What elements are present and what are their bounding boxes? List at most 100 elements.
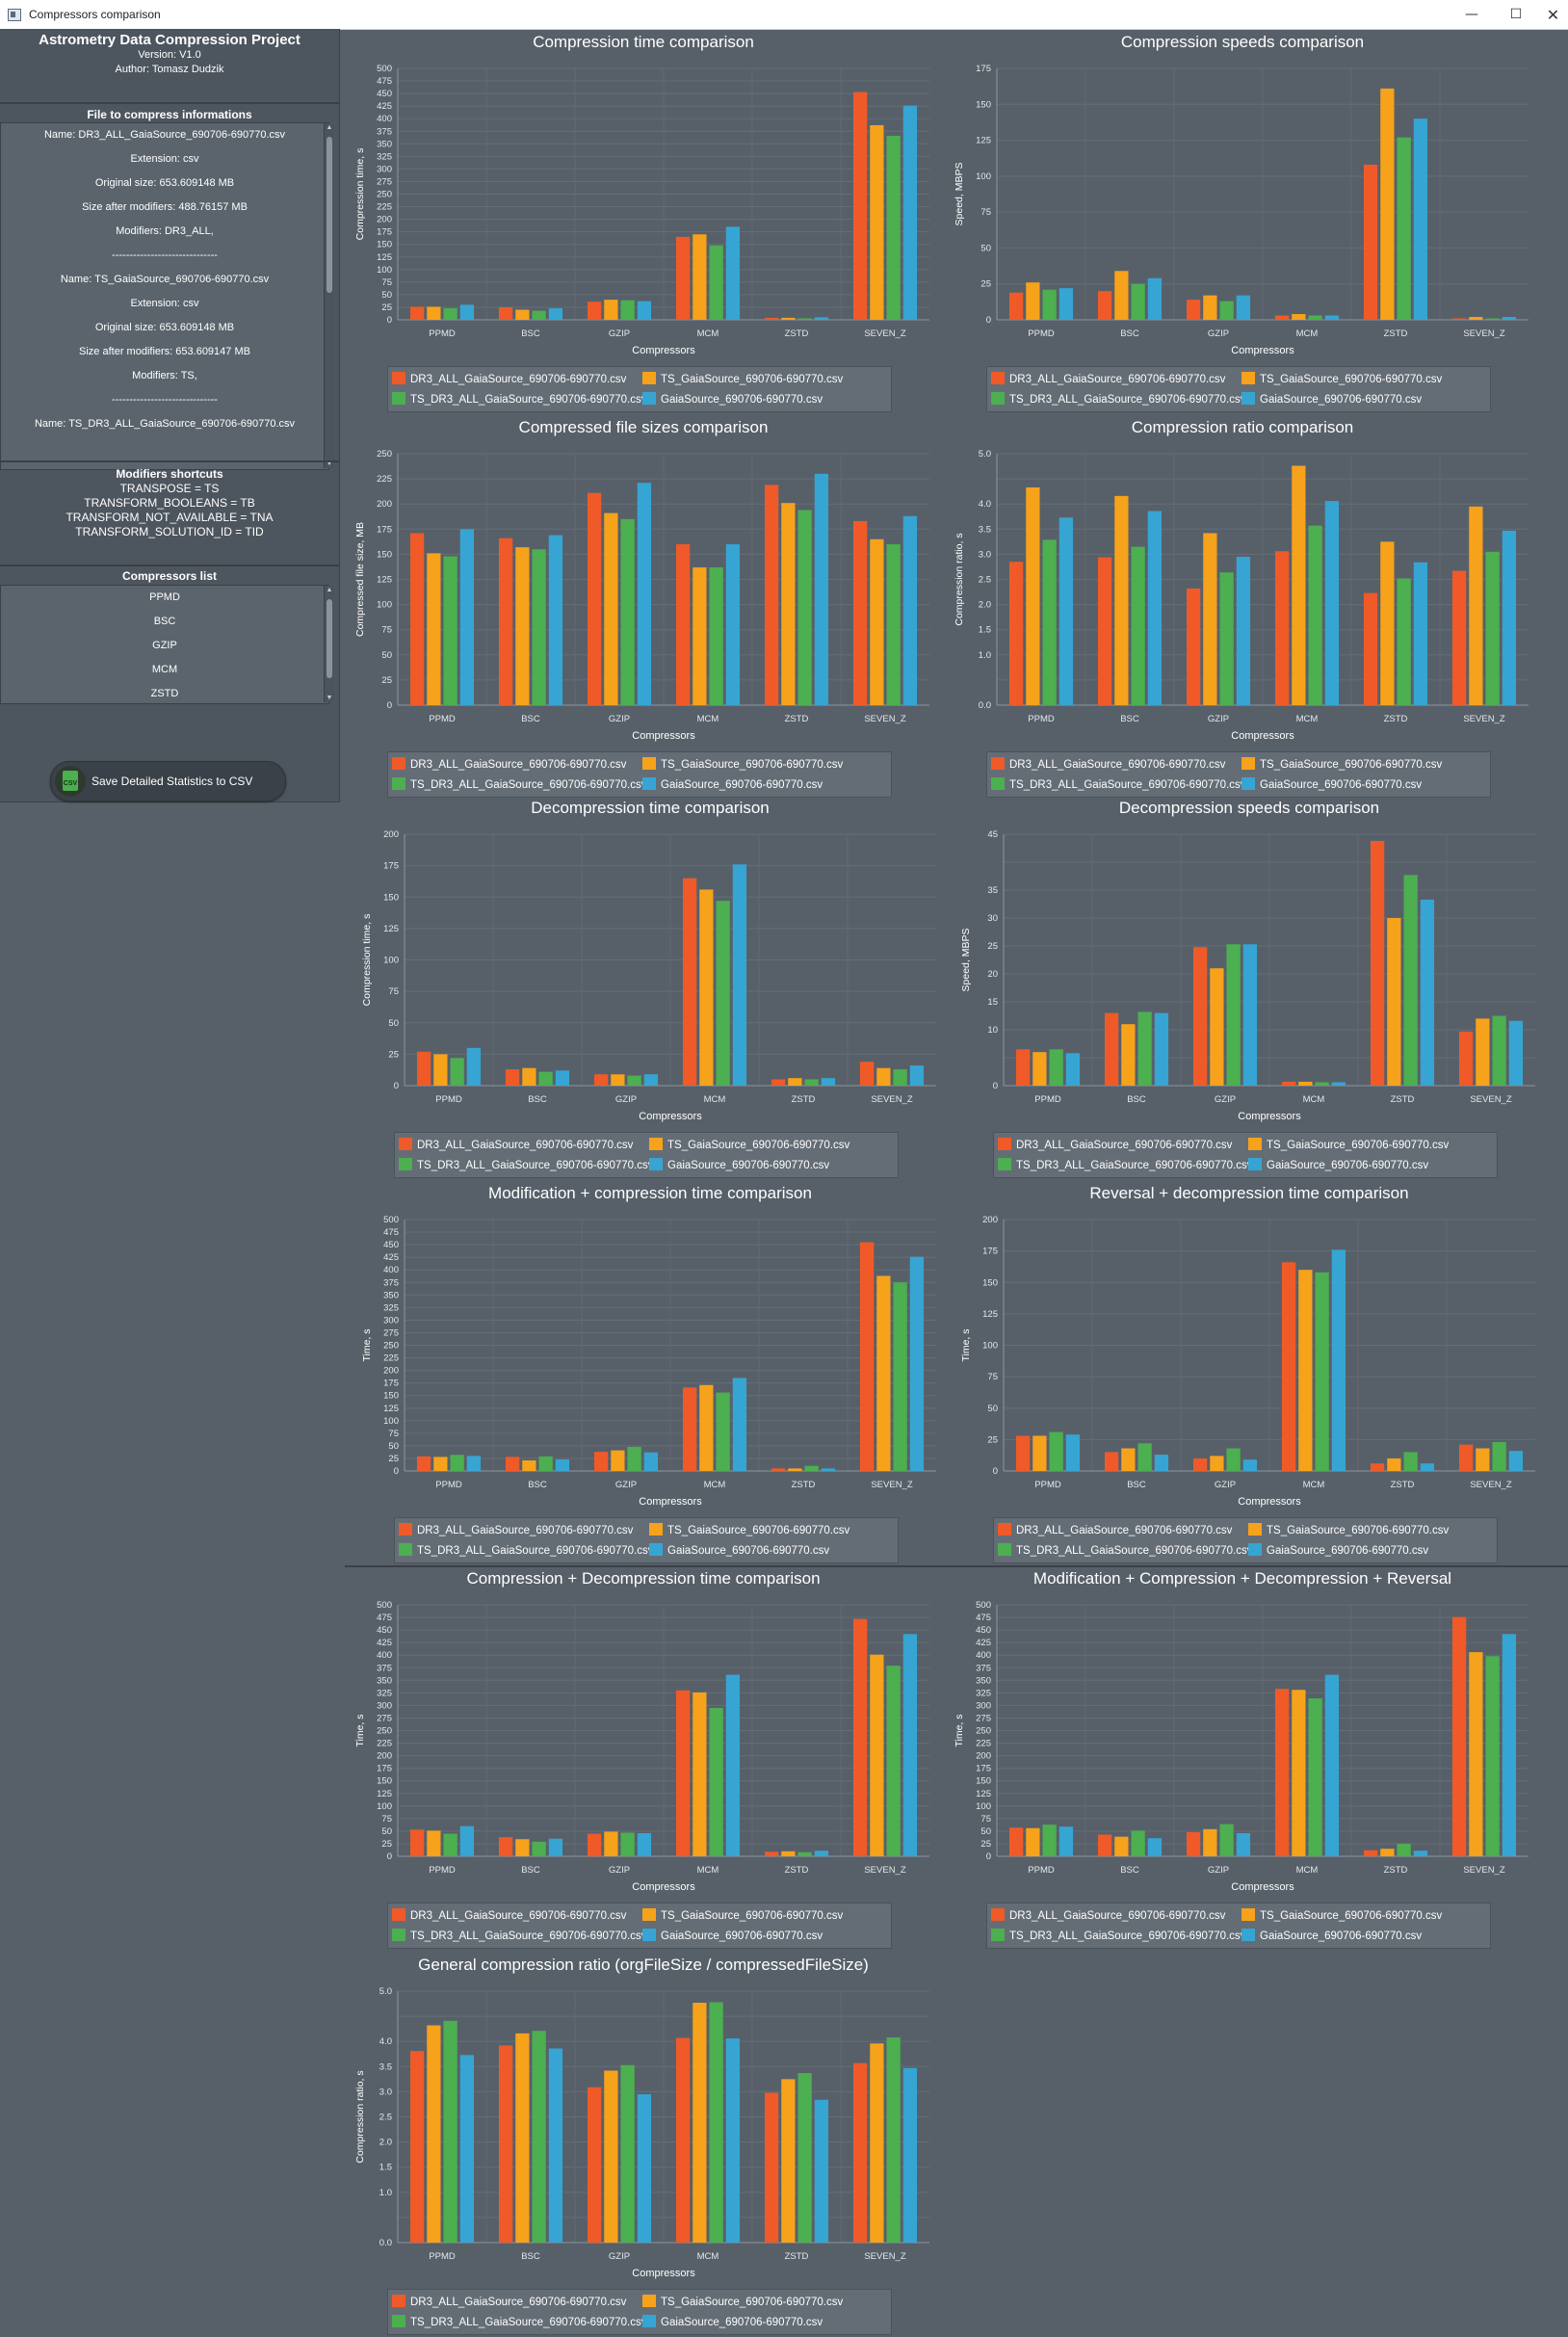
x-tick-label: PPMD bbox=[429, 2251, 456, 2262]
legend-item: DR3_ALL_GaiaSource_690706-690770.csv bbox=[991, 756, 1225, 774]
y-tick-label: 350 bbox=[377, 139, 392, 149]
minimize-button[interactable]: — bbox=[1465, 7, 1478, 22]
bar bbox=[893, 1069, 907, 1086]
bar bbox=[1147, 277, 1163, 320]
bar bbox=[1476, 1018, 1490, 1086]
close-button[interactable]: ✕ bbox=[1546, 5, 1560, 24]
scrollbar-thumb[interactable] bbox=[327, 599, 332, 678]
y-tick-label: 325 bbox=[377, 151, 392, 162]
file-info-scrollbar[interactable]: ▲ ▼ bbox=[324, 123, 334, 468]
legend-label: DR3_ALL_GaiaSource_690706-690770.csv bbox=[1009, 374, 1226, 385]
bar bbox=[1104, 1012, 1119, 1086]
y-tick-label: 0 bbox=[986, 315, 991, 326]
bar bbox=[1242, 944, 1258, 1086]
legend-item: DR3_ALL_GaiaSource_690706-690770.csv bbox=[399, 1137, 633, 1154]
bar bbox=[548, 535, 563, 705]
y-tick-label: 175 bbox=[982, 1247, 998, 1257]
bar bbox=[804, 1465, 819, 1471]
y-tick-label: 3.5 bbox=[379, 2061, 392, 2072]
compressors-scrollbar[interactable]: ▲ ▼ bbox=[324, 586, 334, 702]
x-tick-label: MCM bbox=[697, 2251, 719, 2262]
maximize-button[interactable]: ☐ bbox=[1509, 7, 1523, 22]
bar bbox=[1154, 1455, 1169, 1471]
y-tick-label: 50 bbox=[980, 1826, 991, 1837]
legend-swatch bbox=[649, 1523, 663, 1536]
legend-swatch bbox=[998, 1543, 1011, 1556]
legend-label: TS_DR3_ALL_GaiaSource_690706-690770.csv bbox=[1016, 1160, 1253, 1171]
legend-item: TS_DR3_ALL_GaiaSource_690706-690770.csv bbox=[392, 776, 647, 794]
legend-item: DR3_ALL_GaiaSource_690706-690770.csv bbox=[998, 1137, 1232, 1154]
compressors-list[interactable]: PPMD BSC GZIP MCM ZSTD bbox=[0, 585, 329, 704]
legend-label: TS_DR3_ALL_GaiaSource_690706-690770.csv bbox=[410, 2317, 647, 2328]
bar bbox=[797, 1851, 812, 1856]
legend-item: GaiaSource_690706-690770.csv bbox=[642, 2314, 823, 2331]
csv-file-icon: CSV bbox=[55, 766, 86, 797]
y-tick-label: 50 bbox=[381, 1826, 392, 1837]
chart-title: Compression ratio comparison bbox=[1131, 418, 1354, 436]
scrollbar-thumb[interactable] bbox=[327, 137, 332, 293]
x-tick-label: ZSTD bbox=[785, 2251, 809, 2262]
y-tick-label: 2.0 bbox=[379, 2138, 392, 2148]
y-tick-label: 25 bbox=[388, 1454, 399, 1464]
x-tick-label: GZIP bbox=[1208, 714, 1229, 724]
scroll-up-arrow-icon[interactable]: ▲ bbox=[326, 587, 333, 593]
x-tick-label: ZSTD bbox=[1384, 328, 1408, 339]
bar bbox=[1121, 1024, 1136, 1086]
y-tick-label: 125 bbox=[383, 1404, 399, 1414]
x-tick-label: PPMD bbox=[1034, 1480, 1061, 1490]
chart-legend: DR3_ALL_GaiaSource_690706-690770.csv TS_G… bbox=[986, 366, 1491, 412]
file-info-row: Name: TS_DR3_ALL_GaiaSource_690706-69077… bbox=[34, 418, 296, 430]
save-statistics-button[interactable]: CSV Save Detailed Statistics to CSV bbox=[50, 761, 286, 801]
x-tick-label: SEVEN_Z bbox=[1470, 1480, 1511, 1490]
bar bbox=[1508, 1020, 1524, 1086]
bar bbox=[1137, 1011, 1152, 1086]
x-tick-label: GZIP bbox=[1215, 1480, 1236, 1490]
y-tick-label: 450 bbox=[976, 1625, 991, 1636]
file-info-row: Extension: csv bbox=[130, 153, 199, 165]
y-tick-label: 50 bbox=[381, 290, 392, 301]
bar bbox=[699, 889, 714, 1086]
y-tick-label: 100 bbox=[383, 1416, 399, 1427]
bar bbox=[1058, 288, 1074, 320]
scroll-up-arrow-icon[interactable]: ▲ bbox=[326, 124, 333, 131]
x-tick-label: MCM bbox=[704, 1480, 726, 1490]
scroll-down-arrow-icon[interactable]: ▼ bbox=[326, 460, 333, 467]
y-tick-label: 500 bbox=[377, 1600, 392, 1611]
x-tick-label: ZSTD bbox=[1391, 1480, 1415, 1490]
shortcut-item: TRANSFORM_BOOLEANS = TB bbox=[84, 496, 255, 510]
compressor-item-mcm[interactable]: MCM bbox=[151, 664, 178, 675]
y-tick-label: 475 bbox=[383, 1227, 399, 1238]
x-axis-label: Compressors bbox=[1238, 1496, 1301, 1508]
x-tick-label: SEVEN_Z bbox=[1463, 714, 1504, 724]
chart-title: Decompression speeds comparison bbox=[1118, 799, 1380, 817]
bar bbox=[1413, 1851, 1428, 1856]
y-tick-label: 50 bbox=[381, 650, 392, 661]
legend-item: DR3_ALL_GaiaSource_690706-690770.csv bbox=[998, 1522, 1232, 1539]
bar bbox=[804, 1079, 819, 1086]
scroll-down-arrow-icon[interactable]: ▼ bbox=[326, 695, 333, 701]
bar bbox=[1147, 511, 1163, 705]
y-tick-label: 375 bbox=[383, 1277, 399, 1288]
chart: Compressed file sizes comparison 0 25 50 75 1… bbox=[350, 418, 937, 798]
bar bbox=[1058, 517, 1074, 705]
y-axis-label: Time, s bbox=[954, 1714, 965, 1746]
compressor-item-bsc[interactable]: BSC bbox=[153, 616, 176, 627]
bar bbox=[902, 2067, 918, 2243]
bar bbox=[1403, 1452, 1418, 1471]
legend-swatch bbox=[998, 1138, 1011, 1150]
legend-swatch bbox=[1241, 392, 1255, 405]
bar bbox=[1324, 501, 1340, 705]
file-info-list[interactable]: Name: DR3_ALL_GaiaSource_690706-690770.c… bbox=[0, 122, 329, 470]
y-tick-label: 25 bbox=[987, 1434, 998, 1445]
compressor-item-ppmd[interactable]: PPMD bbox=[149, 591, 180, 603]
legend-label: TS_DR3_ALL_GaiaSource_690706-690770.csv bbox=[1009, 1930, 1246, 1942]
legend-swatch bbox=[642, 777, 656, 790]
legend-swatch bbox=[1248, 1543, 1262, 1556]
compressor-item-zstd[interactable]: ZSTD bbox=[150, 688, 179, 699]
compressor-item-gzip[interactable]: GZIP bbox=[152, 640, 177, 651]
bar bbox=[771, 1079, 786, 1086]
chart: Compression speeds comparison 0 25 50 75 100 1… bbox=[949, 33, 1536, 412]
bar bbox=[498, 538, 513, 705]
bar bbox=[1203, 295, 1217, 320]
x-tick-label: PPMD bbox=[429, 714, 456, 724]
